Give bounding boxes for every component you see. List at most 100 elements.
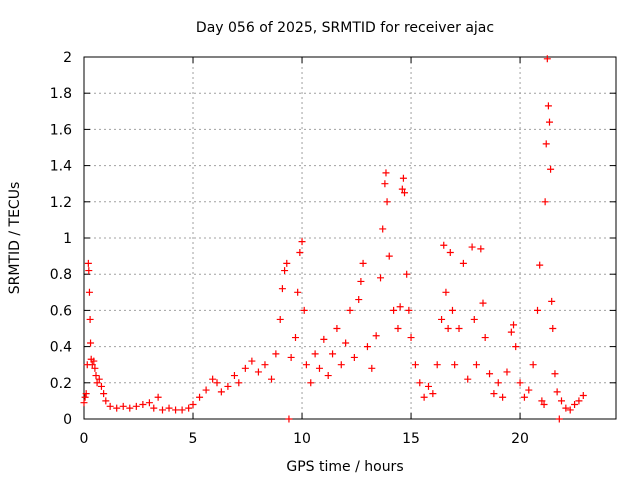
data-point xyxy=(381,180,389,188)
data-point xyxy=(472,361,480,369)
data-point xyxy=(512,343,520,351)
data-point xyxy=(230,372,238,380)
data-point xyxy=(113,404,121,412)
data-point xyxy=(424,382,432,390)
y-tick-label: 1.4 xyxy=(50,159,72,175)
data-point xyxy=(477,245,485,253)
data-point xyxy=(416,379,424,387)
data-point xyxy=(529,361,537,369)
data-point xyxy=(217,388,225,396)
y-tick-label: 2 xyxy=(63,50,72,66)
data-point xyxy=(126,404,134,412)
data-point xyxy=(486,370,494,378)
data-point xyxy=(307,379,315,387)
data-point xyxy=(440,241,448,249)
data-point xyxy=(254,368,262,376)
x-tick-label: 15 xyxy=(402,431,420,447)
data-point xyxy=(92,372,100,380)
data-point xyxy=(278,285,286,293)
data-point xyxy=(525,386,533,394)
data-point xyxy=(337,361,345,369)
data-point xyxy=(346,306,354,314)
data-point xyxy=(248,357,256,365)
data-point xyxy=(377,274,385,282)
data-point xyxy=(87,339,95,347)
y-tick-labels: 0 0.2 0.4 0.6 0.8 1 1.2 1.4 1.6 1.8 2 xyxy=(50,50,72,428)
data-point xyxy=(382,169,390,177)
data-point xyxy=(579,391,587,399)
data-point xyxy=(538,397,546,405)
data-point xyxy=(433,361,441,369)
data-point xyxy=(411,361,419,369)
data-point xyxy=(405,306,413,314)
y-axis-label: SRMTID / TECUs xyxy=(7,182,23,295)
y-tick-label: 0.8 xyxy=(50,267,72,283)
data-point xyxy=(562,404,570,412)
x-axis-label: GPS time / hours xyxy=(286,459,403,475)
data-point xyxy=(350,353,358,361)
y-tick-label: 1.2 xyxy=(50,195,72,211)
data-point xyxy=(139,401,147,409)
data-point xyxy=(407,334,415,342)
data-point xyxy=(379,225,387,233)
data-point xyxy=(541,198,549,206)
data-point xyxy=(368,364,376,372)
data-point xyxy=(102,397,110,405)
data-point xyxy=(363,343,371,351)
data-point xyxy=(468,243,476,251)
data-point xyxy=(444,325,452,332)
data-point xyxy=(100,390,108,398)
data-point xyxy=(285,415,293,423)
data-point xyxy=(224,382,232,390)
data-point xyxy=(329,350,337,358)
data-point xyxy=(132,402,140,410)
data-point xyxy=(459,259,467,267)
data-point xyxy=(91,364,99,372)
data-point xyxy=(178,406,186,414)
data-point xyxy=(534,306,542,314)
data-point xyxy=(399,174,407,182)
chart-title: Day 056 of 2025, SRMTID for receiver aja… xyxy=(196,20,494,36)
y-tick-label: 0 xyxy=(63,412,72,428)
y-tick-label: 1.8 xyxy=(50,86,72,102)
data-point xyxy=(398,185,406,193)
data-point xyxy=(333,325,341,332)
data-point xyxy=(90,357,98,365)
data-point xyxy=(555,415,563,423)
data-point xyxy=(490,390,498,398)
data-point xyxy=(272,350,280,358)
data-point xyxy=(165,404,173,412)
x-tick-label: 20 xyxy=(511,431,529,447)
data-point xyxy=(84,259,92,267)
data-point xyxy=(359,259,367,267)
data-point xyxy=(97,382,105,390)
data-point xyxy=(448,306,456,314)
data-point xyxy=(311,350,319,358)
data-point xyxy=(446,248,454,256)
data-point xyxy=(372,332,380,340)
x-tick-label: 5 xyxy=(189,431,198,447)
data-point xyxy=(235,379,243,387)
data-point xyxy=(145,399,153,407)
data-point xyxy=(401,189,409,197)
data-point xyxy=(494,379,502,387)
y-tick-label: 0.2 xyxy=(50,376,72,392)
data-point xyxy=(542,140,550,148)
data-point xyxy=(544,102,552,110)
data-point xyxy=(261,361,269,369)
data-point xyxy=(158,406,166,414)
data-point xyxy=(88,361,96,369)
data-point xyxy=(189,401,197,409)
y-tick-label: 0.6 xyxy=(50,303,72,319)
data-point xyxy=(479,299,487,307)
data-point xyxy=(86,315,94,323)
y-tick-label: 1 xyxy=(63,231,72,247)
data-point xyxy=(296,248,304,256)
data-point xyxy=(150,404,158,412)
data-point xyxy=(294,288,302,296)
data-point xyxy=(300,306,308,314)
data-point xyxy=(283,259,291,267)
data-point xyxy=(320,335,328,343)
data-point xyxy=(543,55,551,63)
data-point xyxy=(503,368,511,376)
